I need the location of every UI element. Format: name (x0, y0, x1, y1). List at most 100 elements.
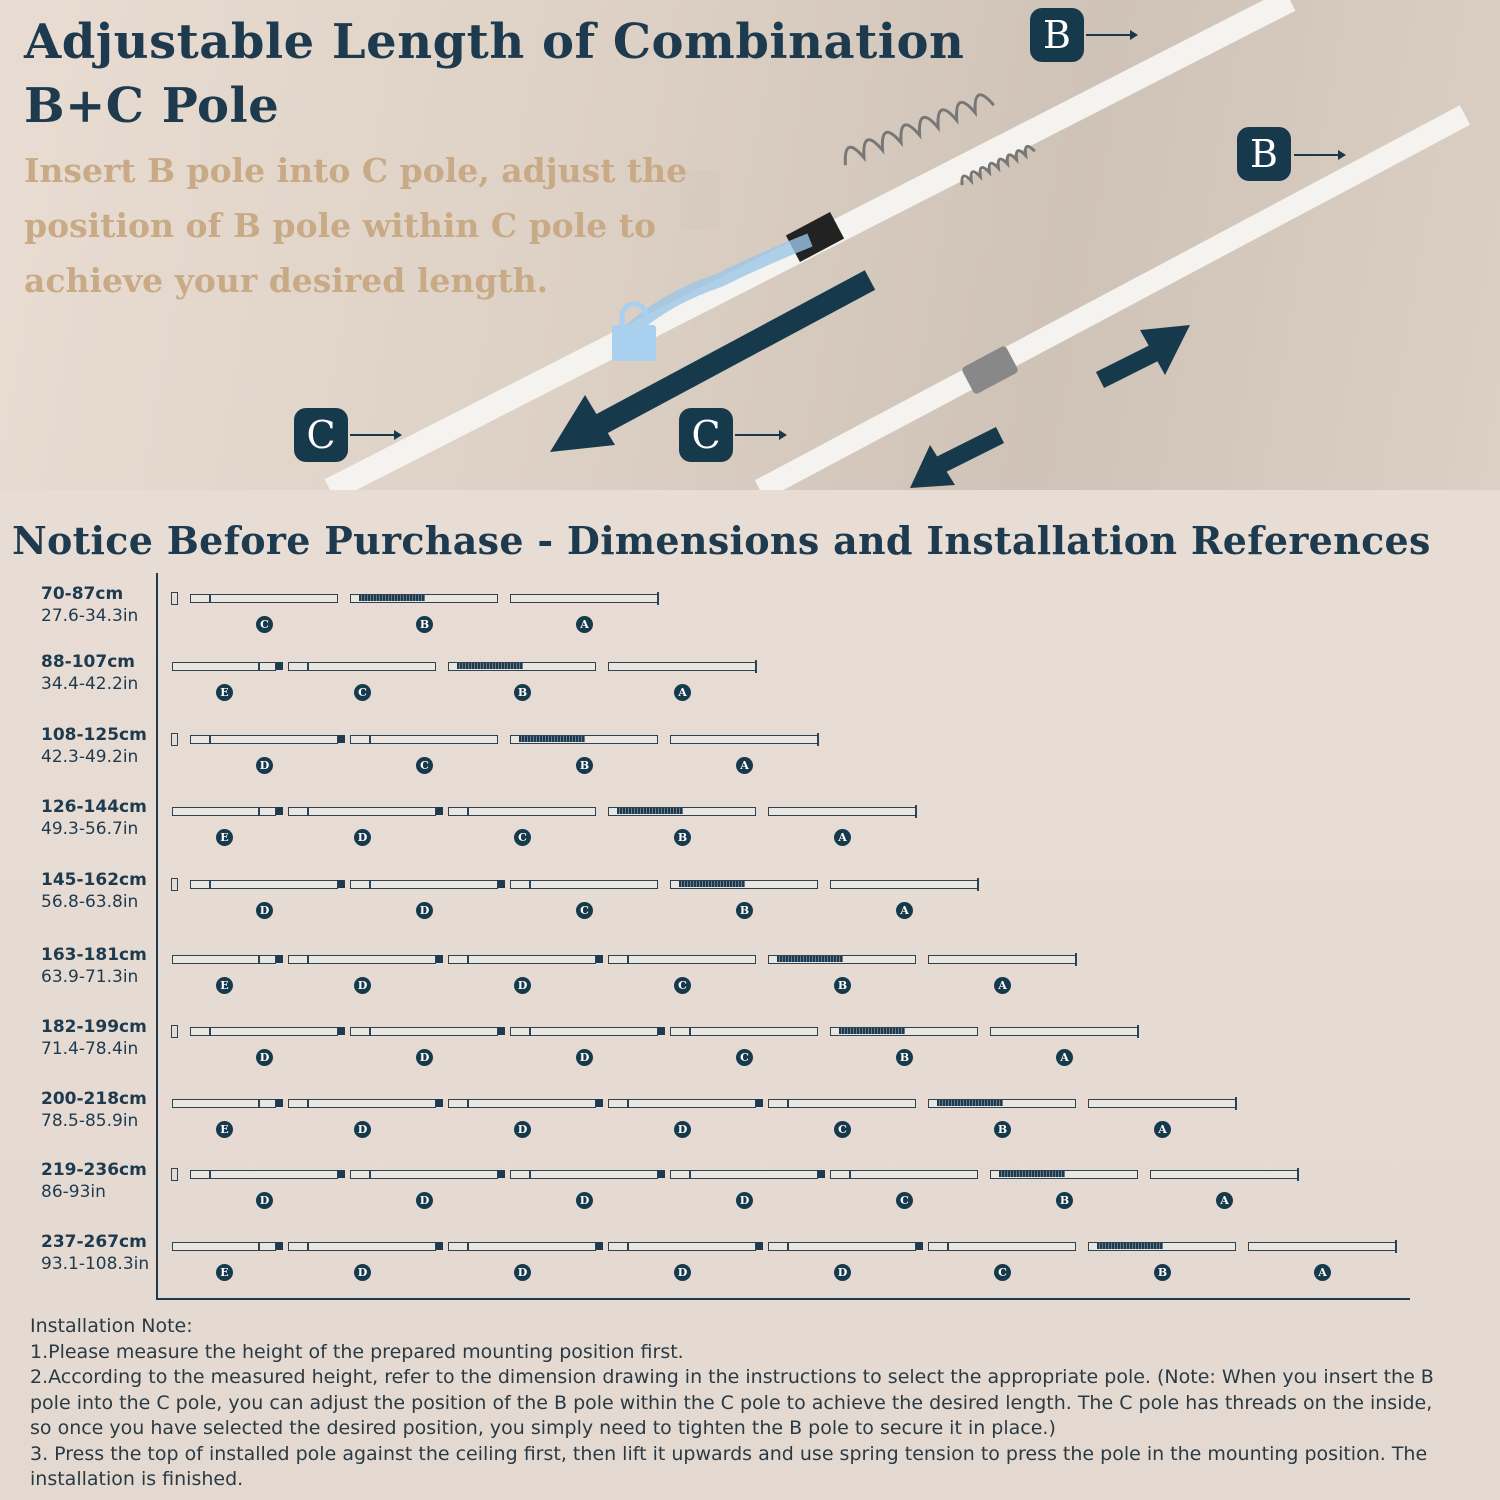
pole-label: D (674, 1121, 691, 1138)
pole-label: D (354, 977, 371, 994)
range-in: 71.4-78.4in (41, 1039, 139, 1059)
pole-segment-b (990, 1170, 1138, 1179)
pole-segment-d (448, 1099, 603, 1108)
pole-label: C (994, 1264, 1011, 1281)
size-range: 237-267cm 93.1-108.3in (41, 1232, 149, 1274)
pole-segment-c (768, 1099, 916, 1108)
pole-label: B (514, 684, 531, 701)
note-item: 3. Press the top of installed pole again… (30, 1442, 1428, 1491)
range-cm: 70-87cm (41, 584, 124, 604)
size-range: 70-87cm 27.6-34.3in (41, 584, 138, 626)
pole-label: E (216, 829, 233, 846)
hero-title-line2: B+C Pole (24, 78, 280, 134)
badge-c: C (294, 408, 348, 462)
pole-segment-e (172, 1242, 283, 1251)
size-range: 182-199cm 71.4-78.4in (41, 1017, 147, 1059)
badge-b: B (1237, 127, 1291, 181)
pole-segment-a (1248, 1240, 1397, 1253)
range-in: 56.8-63.8in (41, 892, 139, 912)
pole-segment-d (670, 1170, 825, 1179)
range-cm: 126-144cm (41, 797, 147, 817)
pole-segment-b (928, 1099, 1076, 1108)
dimensions-section: Notice Before Purchase - Dimensions and … (0, 490, 1500, 1500)
end-cap (171, 592, 178, 605)
arrow-right-icon (350, 430, 402, 440)
range-in: 93.1-108.3in (41, 1254, 150, 1274)
pole-label: D (416, 902, 433, 919)
hero-subtitle: Insert B pole into C pole, adjust the po… (24, 151, 688, 300)
pole-label: D (674, 1264, 691, 1281)
pole-label: C (354, 684, 371, 701)
badge-c: C (679, 408, 733, 462)
pole-segment-a (1088, 1097, 1237, 1110)
pole-segment-a (990, 1025, 1139, 1038)
pole-segment-d (448, 1242, 603, 1251)
hero-banner: Adjustable Length of Combination B+C Pol… (0, 0, 1500, 490)
pole-segment-a (608, 660, 757, 673)
pole-segment-b (448, 662, 596, 671)
pole-label: D (514, 1121, 531, 1138)
pole-label: D (256, 1192, 273, 1209)
notice-title: Notice Before Purchase - Dimensions and … (12, 518, 1431, 563)
range-in: 63.9-71.3in (41, 967, 139, 987)
pole-segment-d (768, 1242, 923, 1251)
pole-label: D (514, 977, 531, 994)
pole-segment-a (1150, 1168, 1299, 1181)
pole-segment-c (350, 735, 498, 744)
pole-label: C (514, 829, 531, 846)
pole-segment-d (190, 880, 345, 889)
range-cm: 219-236cm (41, 1160, 147, 1180)
pole-segment-a (830, 878, 979, 891)
pole-label: C (736, 1049, 753, 1066)
pole-segment-e (172, 955, 283, 964)
pole-segment-d (288, 807, 443, 816)
pole-label: A (1154, 1121, 1171, 1138)
pole-label: E (216, 977, 233, 994)
pole-segment-d (288, 955, 443, 964)
pole-label: C (416, 757, 433, 774)
pole-label: B (1056, 1192, 1073, 1209)
installation-notes: Installation Note: 1.Please measure the … (30, 1314, 1450, 1493)
pole-segment-a (510, 592, 659, 605)
pole-segment-b (830, 1027, 978, 1036)
size-range: 145-162cm 56.8-63.8in (41, 870, 147, 912)
pole-label: C (576, 902, 593, 919)
arrow-right-icon (1086, 30, 1138, 40)
pole-label: D (354, 1121, 371, 1138)
pole-label: A (896, 902, 913, 919)
pole-segment-b (670, 880, 818, 889)
pole-segment-b (350, 594, 498, 603)
pole-label: D (354, 1264, 371, 1281)
pole-segment-d (190, 735, 345, 744)
pole-segment-d (350, 1170, 505, 1179)
pole-segment-d (608, 1099, 763, 1108)
pole-label: E (216, 1121, 233, 1138)
pole-segment-a (670, 733, 819, 746)
size-range: 219-236cm 86-93in (41, 1160, 147, 1202)
pole-label: A (576, 616, 593, 633)
pole-label: E (216, 1264, 233, 1281)
range-cm: 182-199cm (41, 1017, 147, 1037)
pole-label: A (674, 684, 691, 701)
pole-label: B (834, 977, 851, 994)
range-cm: 88-107cm (41, 652, 135, 672)
pole-segment-c (670, 1027, 818, 1036)
pole-segment-d (608, 1242, 763, 1251)
arrow-right-icon (1294, 150, 1346, 160)
pole-label: D (354, 829, 371, 846)
pole-segment-d (190, 1027, 345, 1036)
pole-label: D (256, 902, 273, 919)
range-in: 78.5-85.9in (41, 1111, 139, 1131)
pole-segment-a (928, 953, 1077, 966)
pole-label: D (514, 1264, 531, 1281)
range-cm: 108-125cm (41, 725, 147, 745)
pole-label: B (1154, 1264, 1171, 1281)
pole-segment-a (768, 805, 917, 818)
range-cm: 200-218cm (41, 1089, 147, 1109)
pole-label: D (736, 1192, 753, 1209)
badge-b: B (1030, 8, 1084, 62)
pole-segment-e (172, 662, 283, 671)
pole-label: D (576, 1049, 593, 1066)
pole-segment-c (608, 955, 756, 964)
range-in: 49.3-56.7in (41, 819, 139, 839)
